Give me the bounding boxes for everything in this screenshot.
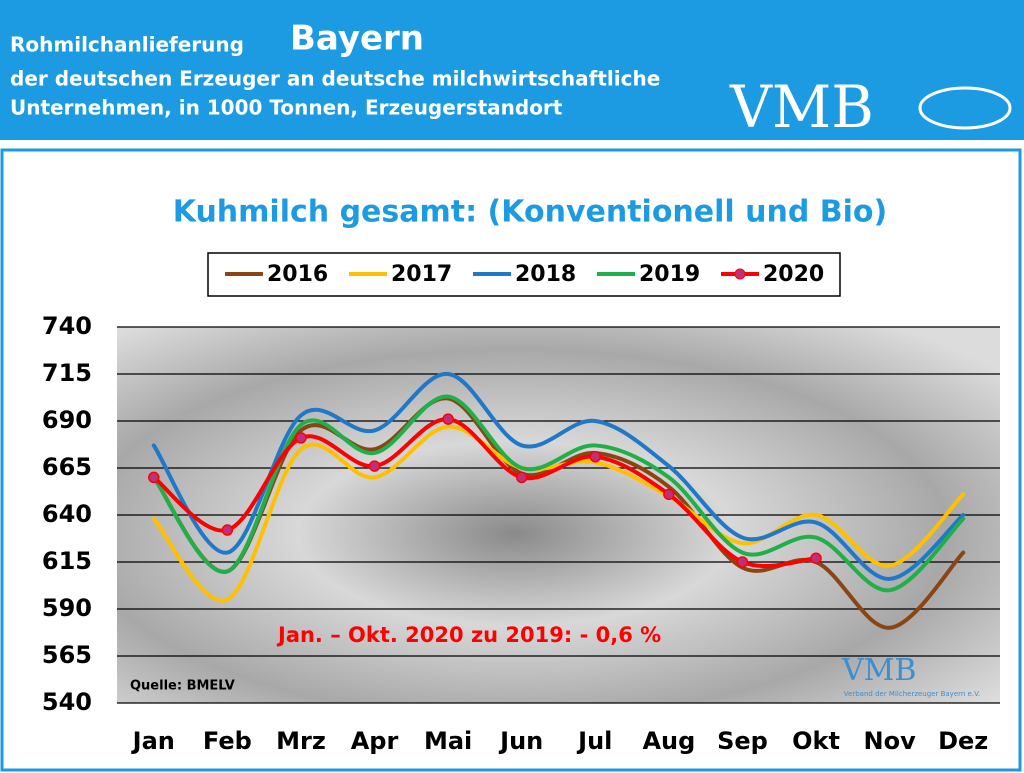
y-tick-label: 590 [42, 594, 92, 622]
x-tick-label: Jul [576, 727, 612, 755]
chart-title: Kuhmilch gesamt: (Konventionell und Bio) [173, 195, 888, 230]
header-line: der deutschen Erzeuger an deutsche milch… [10, 67, 660, 91]
logo-swirl [918, 86, 1012, 130]
source: Quelle: BMELV [130, 679, 235, 694]
series-line [151, 394, 966, 593]
y-tick-label: 640 [42, 500, 92, 528]
point-marker [589, 450, 602, 463]
legend-label: 2016 [267, 262, 328, 287]
x-tick-label: Dez [938, 727, 988, 755]
y-tick-label: 665 [42, 453, 92, 481]
point-marker [663, 488, 675, 501]
legend-label: 2019 [639, 262, 700, 287]
point-marker [368, 460, 381, 472]
y-tick-label: 715 [42, 359, 92, 387]
point-marker [148, 471, 160, 484]
annotation: Jan. – Okt. 2020 zu 2019: - 0,6 % [276, 623, 661, 647]
watermark: VMB [841, 653, 916, 688]
series-line [151, 417, 819, 568]
x-tick-label: Feb [203, 727, 252, 755]
point-marker [810, 552, 822, 564]
point-marker [295, 432, 307, 444]
x-tick-label: Jan [131, 727, 175, 755]
header-band [0, 0, 1024, 140]
legend-label: 2018 [515, 262, 576, 287]
y-tick-label: 740 [42, 312, 92, 340]
y-tick-label: 615 [42, 547, 92, 575]
y-tick-label: 565 [42, 641, 92, 669]
x-tick-label: Okt [792, 727, 840, 755]
header-line: Unternehmen, in 1000 Tonnen, Erzeugersta… [10, 96, 563, 120]
x-tick-label: Aug [642, 727, 695, 755]
watermark-sub: Verband der Milcherzeuger Bayern e.V. [844, 690, 980, 698]
x-tick-label: Nov [864, 727, 917, 755]
x-tick-label: Mai [424, 727, 472, 755]
point-marker [515, 471, 528, 484]
x-tick-label: Jun [498, 727, 543, 755]
header-logo: VMB [729, 73, 874, 141]
x-tick-label: Apr [351, 727, 399, 755]
x-tick-label: Mrz [276, 727, 326, 755]
y-tick-label: 540 [42, 688, 92, 716]
legend-label: 2020 [763, 262, 824, 287]
legend-marker [734, 268, 746, 280]
y-tick-label: 690 [42, 406, 92, 434]
point-marker [221, 524, 234, 536]
point-marker [736, 556, 749, 568]
point-marker [442, 413, 454, 425]
legend-label: 2017 [391, 262, 452, 287]
header-title: Rohmilchanlieferung [10, 33, 244, 57]
x-tick-label: Sep [717, 727, 768, 755]
header-region: Bayern [290, 19, 424, 59]
